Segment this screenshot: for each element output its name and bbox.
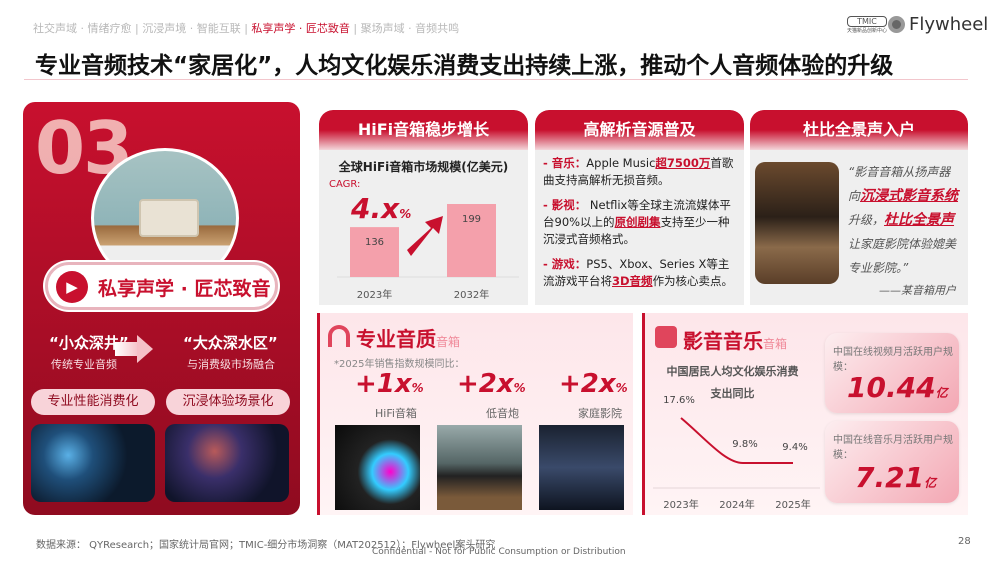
x-tick-label: 2023年 bbox=[663, 498, 698, 511]
arrow-icon bbox=[115, 342, 139, 356]
flywheel-icon bbox=[888, 16, 905, 33]
stat-label: 中国在线音乐月活跃用户规模： bbox=[833, 435, 953, 461]
hifi-bar-chart: 136 2023年 199 2032年 bbox=[337, 204, 519, 301]
section-card: 03 ▶ 私享声学 · 匠芯致音 “小众深井” 传统专业音频 “大众深水区” 与… bbox=[23, 102, 300, 515]
list-item: - 影视： Netflix等全球主流流媒体平台90%以上的原创剧集支持至少一种沉… bbox=[543, 198, 731, 246]
list-item: - 游戏：PS5、Xbox、Series X等主流游戏平台将3D音频作为核心卖点… bbox=[543, 257, 734, 288]
stat-value: +1x% bbox=[355, 369, 424, 399]
tag: 沉浸体验场景化 bbox=[166, 389, 290, 415]
av-music-panel: 影音音乐音箱 中国居民人均文化娱乐消费支出同比 17.6% 2023年 9.8% 20… bbox=[642, 313, 968, 515]
nav-item[interactable]: 聚场声域 · 音频共鸣 bbox=[360, 22, 460, 35]
chart-title: 中国居民人均文化娱乐消费支出同比 bbox=[666, 365, 799, 400]
speaker-driver-photo bbox=[31, 424, 155, 502]
data-label: 9.8% bbox=[732, 439, 757, 450]
speaker-image bbox=[139, 199, 199, 237]
hires-list: - 音乐：Apple Music超7500万首歌曲支持高解析无损音频。 - 影视… bbox=[543, 155, 739, 290]
page-title: 专业音频技术“家居化”，人均文化娱乐消费支出持续上涨，推动个人音频体验的升级 bbox=[35, 53, 894, 79]
music-mau-card: 中国在线音乐月活跃用户规模： 7.21亿 bbox=[825, 421, 959, 503]
theme-pill: ▶ 私享声学 · 匠芯致音 bbox=[45, 262, 278, 310]
x-tick-label: 2024年 bbox=[719, 498, 754, 511]
from-sub: 传统专业音频 bbox=[51, 358, 117, 371]
home-cinema-photo bbox=[539, 425, 624, 510]
play-icon: ▶ bbox=[56, 271, 88, 303]
card-header: 高解析音源普及 bbox=[535, 110, 744, 150]
x-tick-label: 2023年 bbox=[357, 288, 392, 301]
stat-value: 7.21亿 bbox=[855, 461, 937, 494]
x-tick-label: 2032年 bbox=[454, 288, 489, 301]
title-divider bbox=[24, 79, 968, 80]
card-header: HiFi音箱稳步增长 bbox=[319, 110, 528, 150]
cagr-value: 4.x% bbox=[351, 192, 412, 225]
stat-value: +2x% bbox=[457, 369, 526, 399]
growth-arrow-icon bbox=[407, 216, 443, 256]
quote-author: ——某音箱用户 bbox=[879, 284, 956, 297]
panel-note: *2025年销售指数规模同比： bbox=[334, 359, 465, 370]
hifi-card: HiFi音箱稳步增长 全球HiFi音箱市场规模(亿美元) CAGR: 4.x% … bbox=[319, 110, 528, 305]
home-theater-photo bbox=[165, 424, 289, 502]
stat-label: 低音炮 bbox=[486, 407, 519, 420]
stat-value: 10.44亿 bbox=[847, 371, 948, 404]
section-nav: 社交声域 · 情绪疗愈 | 沉浸声境 · 智能互联 | 私享声学 · 匠芯致音 … bbox=[33, 22, 460, 35]
user-quote: “影音音箱从扬声器向沉浸式影音系统升级，杜比全景声让家庭影院体验媲美专业影院。” bbox=[848, 165, 959, 275]
x-tick-label: 2025年 bbox=[775, 498, 810, 511]
page-number: 28 bbox=[958, 536, 971, 547]
cagr-label: CAGR: bbox=[329, 179, 361, 190]
to-sub: 与消费级市场融合 bbox=[187, 358, 275, 371]
theme-label: 私享声学 · 匠芯致音 bbox=[98, 278, 271, 300]
nav-item[interactable]: 沉浸声境 · 智能互联 bbox=[142, 22, 241, 35]
chart-title: 全球HiFi音箱市场规模(亿美元) bbox=[338, 160, 509, 174]
hires-card: 高解析音源普及 - 音乐：Apple Music超7500万首歌曲支持高解析无损… bbox=[535, 110, 744, 305]
film-icon bbox=[655, 326, 677, 348]
arrow-head-icon bbox=[137, 335, 153, 363]
card-header: 杜比全景声入户 bbox=[750, 110, 968, 150]
bar bbox=[350, 227, 399, 277]
data-label: 17.6% bbox=[663, 395, 695, 406]
pro-audio-panel: 专业音质音箱 *2025年销售指数规模同比： +1x% HiFi音箱 +2x% … bbox=[317, 313, 633, 515]
stat-label: HiFi音箱 bbox=[375, 407, 417, 420]
confidential-note: Confidential - Not for Public Consumptio… bbox=[372, 547, 626, 557]
nav-item-active[interactable]: 私享声学 · 匠芯致音 bbox=[251, 22, 350, 35]
bar bbox=[447, 204, 496, 277]
panel-title: 专业音质音箱 bbox=[356, 327, 461, 351]
data-source: 数据来源： QYResearch；国家统计局官网；TMIC-细分市场洞察（MAT… bbox=[36, 540, 496, 551]
headphones-icon bbox=[328, 325, 350, 347]
nav-item[interactable]: 社交声域 · 情绪疗愈 bbox=[33, 22, 132, 35]
flywheel-logo: Flywheel bbox=[888, 14, 988, 35]
panel-title: 影音音乐音箱 bbox=[683, 329, 788, 353]
from-title: “小众深井” bbox=[49, 334, 129, 352]
stat-label: 中国在线视频月活跃用户规模： bbox=[833, 347, 953, 373]
bar-value-label: 199 bbox=[462, 214, 481, 225]
bar-value-label: 136 bbox=[365, 237, 384, 248]
tag: 专业性能消费化 bbox=[31, 389, 155, 415]
stat-value: +2x% bbox=[559, 369, 628, 399]
subwoofer-photo bbox=[437, 425, 522, 510]
to-title: “大众深水区” bbox=[183, 334, 278, 352]
dolby-card: 杜比全景声入户 “影音音箱从扬声器向沉浸式影音系统升级，杜比全景声让家庭影院体验… bbox=[750, 110, 968, 305]
video-mau-card: 中国在线视频月活跃用户规模： 10.44亿 bbox=[825, 333, 959, 413]
list-item: - 音乐：Apple Music超7500万首歌曲支持高解析无损音频。 bbox=[543, 156, 734, 187]
hifi-speaker-photo bbox=[335, 425, 420, 510]
stat-label: 家庭影院 bbox=[578, 407, 622, 420]
tmic-logo: TMIC 天猫新品创新中心 bbox=[847, 16, 888, 34]
line-series bbox=[680, 417, 793, 464]
spending-line-chart: 17.6% 2023年 9.8% 2024年 9.4% 2025年 bbox=[653, 395, 820, 511]
data-label: 9.4% bbox=[782, 442, 807, 453]
living-room-photo bbox=[755, 162, 839, 284]
